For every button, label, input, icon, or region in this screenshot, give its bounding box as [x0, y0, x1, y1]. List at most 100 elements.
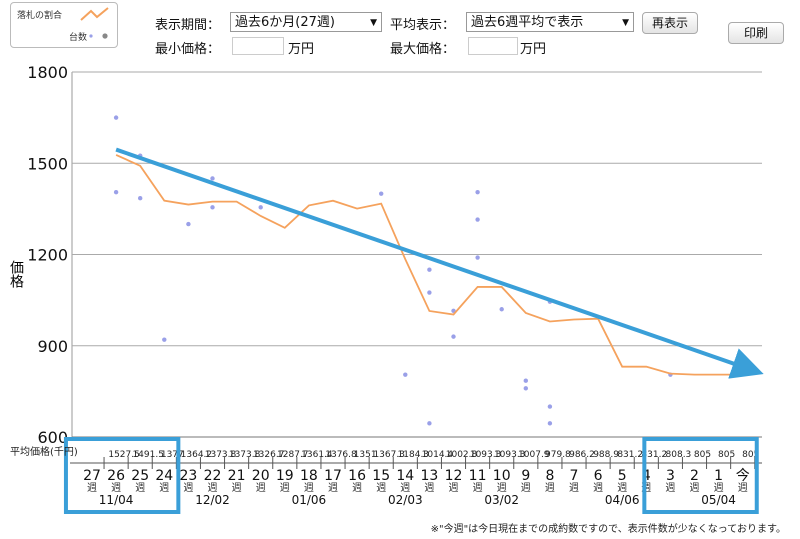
scatter-point [113, 189, 119, 195]
week-label: 25 [131, 468, 149, 484]
print-button[interactable]: 印刷 [728, 22, 784, 44]
average-price-label: 1351 [354, 450, 377, 460]
chevron-down-icon: ▼ [622, 18, 629, 28]
scatter-point [451, 334, 456, 339]
average-price-label: 1007.9 [518, 450, 550, 460]
scatter-point [403, 372, 408, 377]
average-label: 平均表示： [390, 18, 456, 33]
average-price-label: 1361.4 [301, 450, 333, 460]
scatter-point [138, 196, 143, 201]
week-label: 1 [714, 468, 723, 484]
y-tick-label: 1500 [27, 154, 68, 173]
average-select-value: 過去6週平均で表示 [471, 15, 584, 30]
average-price-label: 1287.7 [277, 450, 309, 460]
week-suffix: 週 [449, 482, 459, 494]
week-suffix: 週 [111, 482, 121, 494]
week-label: 9 [521, 468, 530, 484]
week-label: 26 [107, 468, 125, 484]
scatter-point [210, 176, 215, 181]
week-label: 21 [228, 468, 246, 484]
week-label: 7 [570, 468, 579, 484]
highlight-boxes [63, 437, 759, 514]
period-select[interactable]: 過去6か月(27週) ▼ [230, 12, 382, 32]
week-label: 16 [348, 468, 366, 484]
min-price-unit: 万円 [288, 42, 315, 57]
redisplay-button[interactable]: 再表示 [642, 12, 698, 34]
average-price-label: 988.9 [593, 450, 619, 460]
scatter-point [427, 267, 432, 272]
chevron-down-icon: ▼ [370, 18, 377, 28]
week-label: 27 [83, 468, 101, 484]
min-price-input[interactable] [232, 37, 284, 55]
date-label: 01/06 [292, 493, 327, 507]
week-label: 23 [179, 468, 197, 484]
scatter-point [258, 205, 263, 210]
average-price-label: 1367.3 [373, 450, 405, 460]
legend-line-icon [80, 7, 109, 39]
scatter-point [547, 421, 553, 426]
average-select[interactable]: 過去6週平均で表示 ▼ [466, 12, 634, 32]
week-suffix: 週 [159, 482, 169, 494]
scatter-point [499, 307, 504, 312]
date-label: 05/04 [701, 493, 736, 507]
average-price-label: 1014.4 [422, 450, 454, 460]
average-price-label: 1093.3 [494, 450, 526, 460]
y-tick-label: 1200 [27, 246, 68, 265]
y-tick-label: 900 [37, 337, 68, 356]
week-suffix: 週 [256, 482, 266, 494]
average-price-label: 1373.8 [205, 450, 237, 460]
week-label: 14 [396, 468, 414, 484]
average-price-label: 1377 [161, 450, 184, 460]
scatter-point [379, 191, 384, 196]
week-suffix: 週 [545, 482, 555, 494]
period-label: 表示期間： [155, 18, 221, 33]
scatter-point [475, 217, 480, 222]
week-label: 11 [469, 468, 487, 484]
week-label: 22 [204, 468, 222, 484]
trend-arrow [115, 147, 764, 379]
week-suffix: 週 [521, 482, 531, 494]
average-price-row-label: 平均価格(千円) [10, 445, 78, 458]
max-price-input[interactable] [468, 37, 518, 55]
footnote: ※"今週"は今日現在までの成約数ですので、表示件数が少なくなっております。 [430, 524, 786, 535]
average-price-label: 805 [718, 450, 735, 460]
scatter-point [523, 378, 528, 383]
week-suffix: 週 [593, 482, 603, 494]
scatter-point [475, 255, 480, 260]
week-suffix: 週 [232, 482, 242, 494]
week-suffix: 週 [665, 482, 675, 494]
y-tick-label: 600 [37, 428, 68, 447]
week-label: 5 [618, 468, 627, 484]
week-suffix: 週 [400, 482, 410, 494]
scatter-point [427, 290, 432, 295]
scatter-point [475, 189, 480, 195]
average-price-label: 1184.3 [398, 450, 430, 460]
y-axis-label: 価格 [8, 260, 24, 288]
x-axis: 1527.51491.513771364.21373.81373.81326.7… [70, 450, 762, 507]
average-price-label: 1376.8 [325, 450, 357, 460]
min-price-label: 最小価格： [155, 42, 221, 57]
average-price-label: 831.2 [641, 450, 667, 460]
average-price-label: 979.8 [545, 450, 571, 460]
week-label: 18 [300, 468, 318, 484]
average-line [115, 154, 743, 376]
average-price-label: 1527.5 [108, 450, 140, 460]
legend: 落札の割合 台数 [10, 2, 118, 48]
week-label: 10 [493, 468, 511, 484]
scatter-point [427, 421, 432, 426]
scatter-point [162, 337, 167, 342]
week-suffix: 週 [208, 482, 218, 494]
week-suffix: 週 [87, 482, 97, 494]
date-label: 03/02 [484, 493, 519, 507]
week-suffix: 週 [497, 482, 507, 494]
date-label: 11/04 [99, 493, 134, 507]
legend-dots-label: 台数 [69, 33, 88, 43]
average-price-label: 1326.7 [253, 450, 285, 460]
average-price-label: 1373.8 [229, 450, 261, 460]
week-suffix: 週 [714, 482, 724, 494]
highlight-box [642, 437, 759, 514]
scatter-point [523, 386, 528, 391]
series-line [115, 154, 743, 376]
week-label: 12 [445, 468, 463, 484]
